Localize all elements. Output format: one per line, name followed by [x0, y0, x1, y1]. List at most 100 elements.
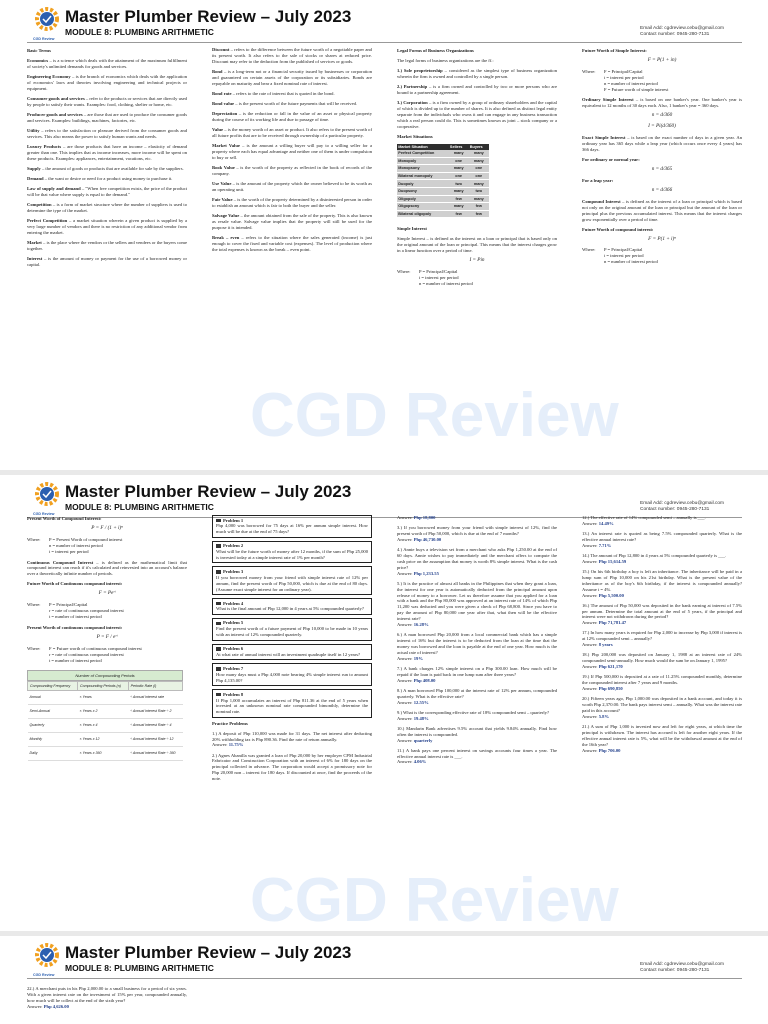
column: Answer: Php 18,800 3.) If you borrowed mo…	[397, 515, 557, 770]
problem-icon	[216, 570, 221, 574]
where-list: Where: P = Principal/Capital i = interest …	[582, 247, 742, 265]
paragraph: Bond value – is the present worth of the…	[212, 101, 372, 107]
formula: n = d/366	[651, 186, 673, 193]
column: Future Worth of Simple Interest: F = P(1 …	[582, 47, 742, 270]
term: Consumer goods and services	[27, 95, 85, 101]
where-item: n = number of interest period	[604, 80, 658, 86]
page: CGD Review Master Plumber Review – July 2…	[0, 0, 768, 470]
text: 5.) It is the practice of almost all ban…	[397, 580, 557, 622]
text: – is a science which deals with the atta…	[27, 57, 187, 69]
paragraph: Utility – refers to the satisfaction or …	[27, 128, 187, 140]
table-cell: × Years x 360	[77, 746, 129, 761]
table-cell: one	[468, 164, 489, 173]
section-heading: Future Worth of compound interest:	[582, 226, 654, 232]
paragraph: Use Value – is the amount of the propert…	[212, 181, 372, 193]
table-cell: × Years x 4	[77, 718, 129, 733]
paragraph: Value – is the money worth of an asset o…	[212, 127, 372, 139]
problem-text: Php 4,000 was borrowed for 75 days at 16…	[216, 523, 368, 535]
text: The legal forms of business organization…	[397, 57, 494, 63]
section-heading: Present Worth of continuous compound int…	[27, 624, 123, 630]
paragraph: 6.) A man borrowed Php 20,000 from a loc…	[397, 632, 557, 662]
column: 22.) A merchant puts in his Php 2,000.00…	[27, 986, 187, 1014]
answer: 7.71%	[598, 542, 612, 548]
paragraph: 12.) The effective rate of 14% compounde…	[582, 515, 742, 527]
paragraph: 11.) A bank pays one percent interest on…	[397, 748, 557, 766]
where-item: n = number of interest period	[419, 280, 473, 286]
table-row: Semi-Annual × Years x 2 ÷ Annual interest …	[27, 704, 183, 719]
text: – are those that are used to produce the…	[27, 111, 187, 123]
where-item: r = rate of continuous compound interest	[49, 651, 124, 657]
term: 1.) Sole proprietorship	[397, 68, 443, 73]
problem-box: Problem 5 Find the present worth of a fut…	[212, 617, 372, 641]
table-cell: Duopsony	[397, 187, 449, 196]
answer-label: Answer:	[397, 515, 413, 520]
logo-text: CGD Review	[33, 973, 55, 977]
paragraph: 5.) It is the practice of almost all ban…	[397, 581, 557, 628]
paragraph: Ordinary Simple Interest – is based on o…	[582, 97, 742, 109]
text: 21.) A sum of Php 1,000 is invested now …	[582, 723, 742, 747]
formula: F = P(1 + in)	[647, 56, 677, 63]
formula: I = Pin	[469, 257, 485, 264]
contact-number: Contact number: 0945-280-7131	[640, 507, 710, 512]
text: – is the branch of economics which deals…	[27, 73, 188, 91]
logo-icon	[35, 7, 59, 31]
problem-number: Problem 7	[223, 665, 244, 671]
table-row: Bilateral monopoly one one	[397, 172, 489, 181]
paragraph: Simple Interest – is defined as the inte…	[397, 236, 557, 254]
answer: Php 18,800	[413, 515, 436, 520]
paragraph: Competition – is a form of market struct…	[27, 202, 187, 214]
table-cell: Perfect Competition	[397, 150, 449, 158]
term: Engineering Economy	[27, 73, 71, 79]
column: 12.) The effective rate of 14% compounde…	[582, 515, 742, 758]
problem-box: Problem 1 Php 4,000 was borrowed for 75 d…	[212, 515, 372, 538]
where-item: P = Principal/Capital	[49, 602, 88, 608]
table-header: Compounding Frequency Compounding Periods…	[27, 680, 184, 691]
answer-label: Answer:	[397, 715, 413, 721]
table-cell: Monopsony	[397, 164, 449, 173]
where-items: F = Principal/Capital i = interest per pe…	[604, 69, 668, 93]
header-cell: Periodic Rate (i)	[127, 680, 184, 691]
logo-text: CGD Review	[33, 512, 55, 516]
problem-text: What is the final amount of Php 12,000 i…	[216, 606, 364, 612]
paragraph: Break – even – refers to the situation w…	[212, 235, 372, 253]
answer: 16.28%	[413, 622, 429, 628]
paragraph: 17.) In how many years is required for P…	[582, 630, 742, 648]
watermark: CGD Review	[250, 866, 619, 931]
column: Legal Forms of Business Organizations The…	[397, 47, 557, 292]
text: 11.) A bank pays one percent interest on…	[397, 747, 557, 759]
where-label: Where:	[582, 68, 596, 74]
problem-icon	[216, 518, 221, 523]
section-heading: Future Worth of Simple Interest:	[582, 48, 647, 53]
text: 22.) A merchant puts in his Php 2,000.00…	[27, 986, 187, 1003]
term: Luxury Products	[27, 143, 62, 149]
formula: P = F / eʳᵗ	[96, 633, 118, 640]
text: – is the worth of the property determine…	[212, 196, 372, 208]
where-item: P = Present Worth of compound interest	[49, 536, 123, 542]
paragraph: Book Value – is the worth of the propert…	[212, 165, 372, 177]
logo-icon	[35, 482, 59, 506]
text: – the want or desire or need for a produ…	[44, 175, 173, 181]
where-item: P = Principal/Capital	[419, 269, 458, 275]
column: Basic Terms Economics – is a science whic…	[27, 47, 187, 272]
formula: F = Peʳᵗ	[98, 590, 116, 597]
answer-label: Answer:	[582, 520, 598, 526]
answer-label: Answer:	[397, 655, 413, 661]
answer-label: Answer:	[397, 536, 413, 542]
paragraph: Producer goods and services – are those …	[27, 112, 187, 124]
where-item: r = rate of continuous compound interest	[49, 608, 124, 614]
module-title: MODULE 8: PLUMBING ARITHMETIC	[65, 502, 214, 512]
text: – is a firm owned and controlled by two …	[397, 84, 557, 95]
answer-label: Answer:	[582, 642, 598, 648]
answer: Php 46,730.00	[413, 536, 442, 542]
text: – is defined as the interest of a loan o…	[582, 198, 742, 222]
term: Demand	[27, 175, 44, 181]
text: 12.) The effective rate of 14% compounde…	[582, 515, 706, 520]
text: 20.) Fifteen years ago, Php 1,000.00 was…	[582, 696, 742, 713]
table-cell: Quarterly	[27, 718, 78, 733]
table-cell: Daily	[27, 746, 78, 761]
paragraph: Answer: Php 18,800	[397, 515, 557, 521]
text: – the amount obtained from the sale of t…	[212, 212, 373, 230]
paragraph: 15.) On his 6th birthday a boy is left a…	[582, 569, 742, 599]
table-cell: many	[468, 179, 489, 188]
